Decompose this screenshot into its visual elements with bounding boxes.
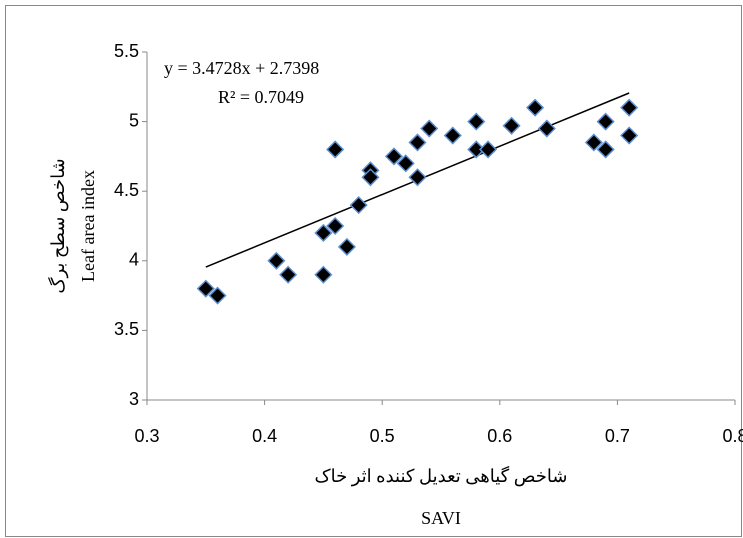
y-axis-label: شاخص سطح برگ: [47, 158, 69, 293]
data-point: [467, 112, 486, 131]
r-squared: R² = 0.7049: [218, 87, 304, 107]
data-point: [467, 140, 486, 159]
y-tick-label: 5.5: [114, 41, 139, 61]
chart-frame: [5, 5, 742, 537]
data-point: [384, 147, 404, 166]
data-point: [408, 168, 427, 187]
data-point: [420, 119, 439, 138]
data-point: [596, 112, 615, 131]
data-point: [314, 223, 333, 243]
y-tick-label: 3: [129, 389, 139, 409]
data-point: [620, 126, 639, 145]
data-point: [443, 126, 462, 145]
data-point: [279, 265, 298, 284]
y-tick-label: 4: [129, 250, 139, 270]
x-axis-label: شاخص گیاهی تعدیل کننده اثر خاک: [315, 465, 568, 487]
x-tick-label: 0.3: [134, 426, 159, 446]
x-tick-label: 0.5: [370, 426, 395, 446]
x-tick-label: 0.4: [252, 426, 277, 446]
data-point: [408, 133, 427, 152]
data-point: [584, 133, 603, 152]
data-point: [502, 116, 521, 135]
data-point: [396, 154, 415, 173]
data-point: [537, 119, 556, 138]
data-point: [314, 265, 333, 284]
data-point: [620, 98, 639, 117]
y-tick-label: 3.5: [114, 319, 139, 339]
y-tick-label: 4.5: [114, 180, 139, 200]
y-tick-label: 5: [129, 110, 139, 130]
data-point: [596, 140, 615, 159]
data-point: [361, 168, 380, 187]
trend-equation: y = 3.4728x + 2.7398: [164, 58, 319, 78]
x-axis-label: SAVI: [421, 508, 461, 528]
data-point: [267, 251, 286, 270]
data-point: [326, 216, 345, 236]
data-point: [326, 140, 345, 159]
data-point: [196, 279, 215, 298]
data-point: [208, 286, 227, 305]
data-point: [526, 98, 545, 117]
x-tick-label: 0.6: [487, 426, 512, 446]
x-tick-label: 0.8: [722, 426, 743, 446]
data-point: [349, 196, 368, 215]
x-tick-label: 0.7: [605, 426, 630, 446]
y-axis-label: Leaf area index: [78, 170, 98, 282]
data-point: [337, 237, 356, 256]
data-point: [478, 140, 498, 159]
